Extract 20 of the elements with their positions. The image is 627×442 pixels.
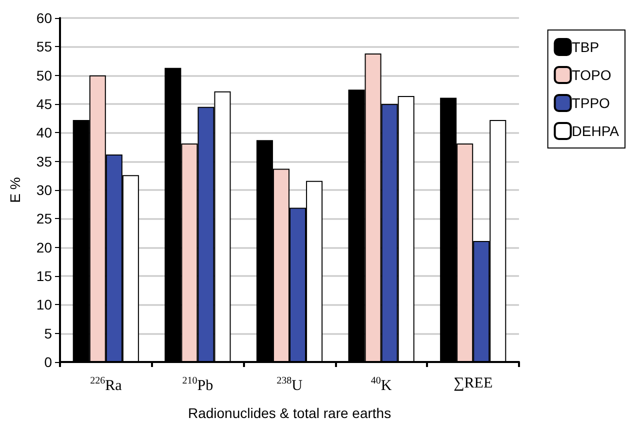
y-tick-label: 55 <box>36 38 52 55</box>
y-tick-label: 60 <box>36 10 52 26</box>
y-tick-label: 50 <box>36 67 52 84</box>
x-axis-title: Radionuclides & total rare earths <box>188 405 392 421</box>
y-tick-label: 35 <box>36 153 52 170</box>
y-tick-label: 0 <box>44 354 52 370</box>
y-axis-title: E % <box>7 177 23 203</box>
legend-label: TBP <box>572 39 600 55</box>
legend-label: TOPO <box>572 67 612 83</box>
legend-label: TPPO <box>572 95 610 111</box>
y-tick-label: 10 <box>36 296 52 313</box>
y-tick-label: 15 <box>36 268 52 284</box>
y-tick-label: 45 <box>36 96 52 112</box>
y-tick-label: 40 <box>36 124 52 141</box>
y-tick-label: 20 <box>36 239 52 256</box>
legend-label: DEHPA <box>572 123 620 139</box>
y-tick-label: 30 <box>36 182 52 198</box>
x-tick-label: ∑REE <box>454 376 493 392</box>
y-tick-label: 25 <box>36 210 52 227</box>
y-tick-label: 5 <box>44 325 52 342</box>
